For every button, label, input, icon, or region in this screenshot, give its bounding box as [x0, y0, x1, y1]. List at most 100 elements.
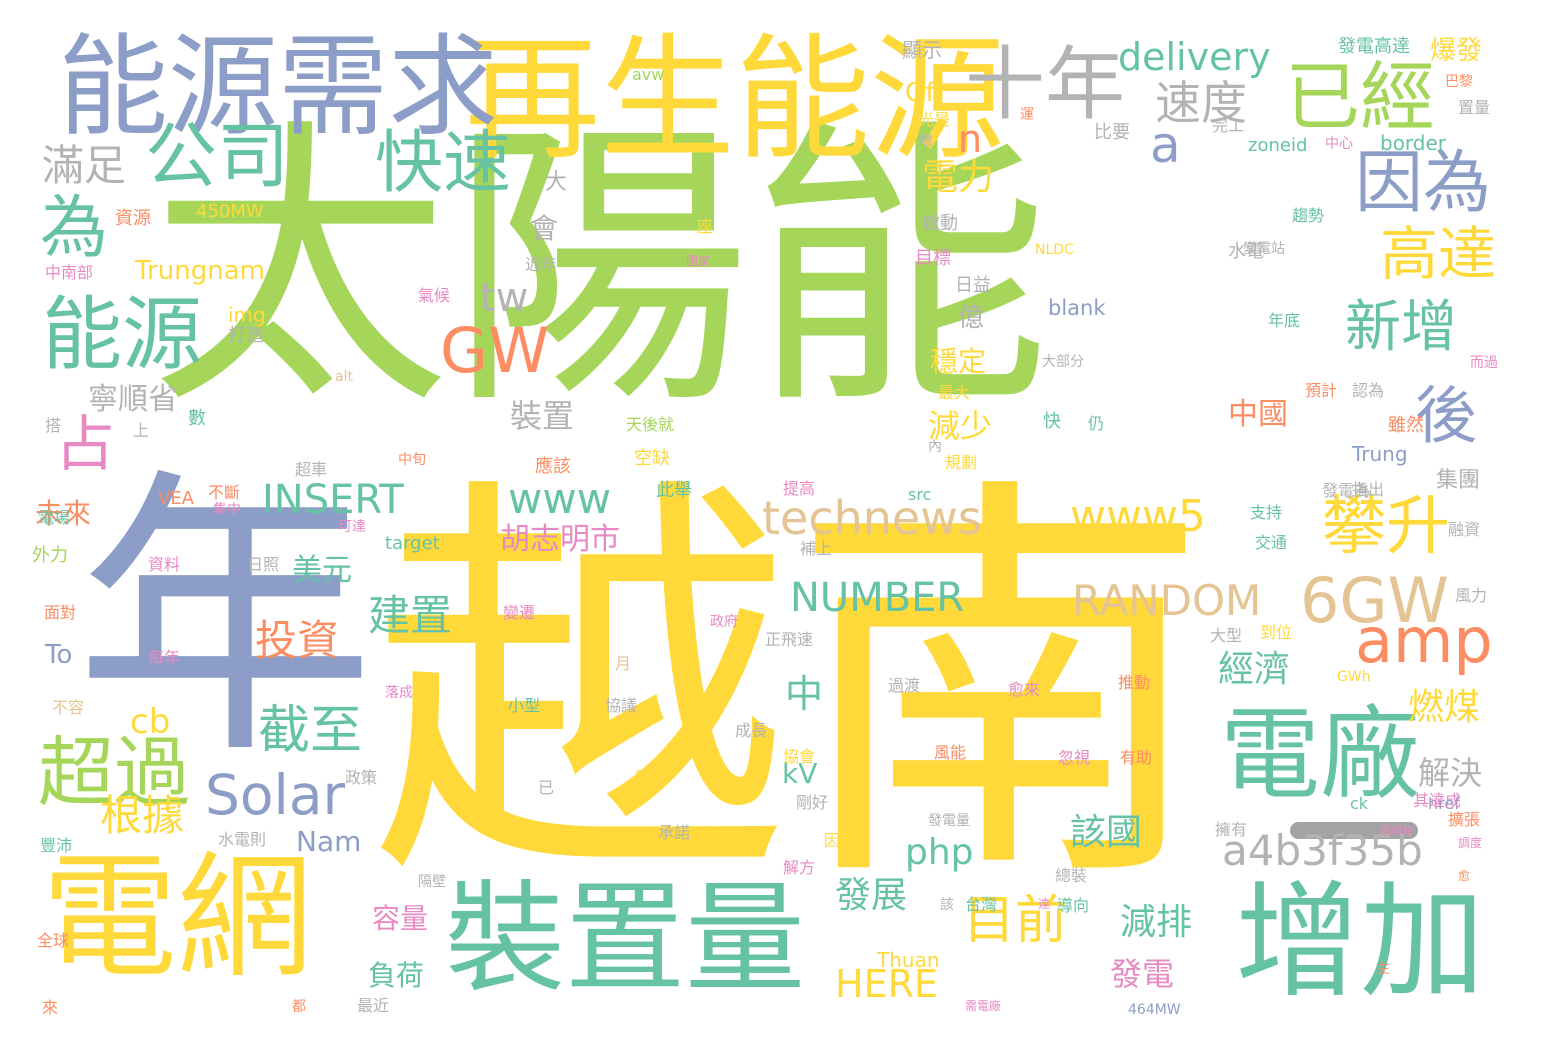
cloud-word: 政策 [345, 768, 378, 787]
cloud-word: Trungnam [135, 256, 265, 286]
cloud-word: 不斷 [208, 483, 241, 502]
cloud-word: kV [782, 757, 818, 790]
cloud-word: Of [905, 78, 935, 108]
cloud-word: 認為 [1352, 381, 1385, 400]
cloud-word: 因為 [1355, 144, 1492, 223]
cloud-word: 太陽能 [150, 95, 1050, 444]
cloud-word: 可達 [338, 519, 366, 535]
cloud-word: 其達成 [1413, 791, 1462, 810]
cloud-word: 搭 [45, 416, 62, 435]
cloud-word: 速度 [1155, 76, 1247, 130]
cloud-word: 容量 [372, 902, 429, 935]
cloud-word: 解決 [1418, 754, 1483, 792]
cloud-word: Thuan [877, 948, 940, 972]
cloud-word: 台灣 [965, 895, 998, 914]
cloud-word: blank [1048, 296, 1106, 320]
cloud-word: 主 [1376, 961, 1390, 977]
cloud-word: NLDC [1035, 242, 1074, 258]
cloud-word: 爆發 [1430, 36, 1483, 66]
cloud-word: cb [130, 702, 171, 742]
cloud-word: 正飛速 [765, 630, 814, 649]
cloud-word: 燃煤 [1408, 687, 1481, 728]
cloud-word: 中 [785, 672, 824, 716]
cloud-word: 資源 [115, 208, 151, 229]
cloud-word: 外力 [32, 545, 68, 566]
cloud-word: 愈來 [1008, 680, 1041, 699]
cloud-word: 每年 [148, 648, 181, 667]
cloud-word: 快速 [375, 124, 512, 203]
cloud-word: 負荷 [368, 959, 425, 992]
cloud-word: 指出 [1352, 480, 1385, 499]
cloud-word: 6GW [1300, 564, 1449, 637]
cloud-word: 會 [530, 212, 559, 245]
cloud-word: 年 [75, 445, 375, 794]
cloud-word: a [1150, 116, 1181, 174]
cloud-word: 大部分 [1042, 354, 1084, 370]
cloud-word: 已經 [1285, 53, 1436, 141]
cloud-word: 到位 [1260, 623, 1293, 642]
cloud-word: 補上 [800, 539, 833, 558]
cloud-word: 為 [40, 189, 109, 268]
cloud-word: 氣候 [418, 286, 451, 305]
cloud-word: 來 [42, 998, 59, 1017]
cloud-word: 最近 [357, 996, 390, 1015]
cloud-word: 集團 [1436, 468, 1481, 493]
cloud-word: href [1428, 794, 1460, 813]
cloud-word: GWh [1337, 669, 1371, 685]
cloud-word: 預計 [1305, 381, 1338, 400]
cloud-word: n [958, 117, 983, 161]
cloud-word: 截至 [258, 701, 363, 761]
cloud-word: 大型 [1210, 626, 1243, 645]
cloud-word: 大 [545, 170, 568, 195]
cloud-word: 趨勢 [1292, 206, 1325, 225]
cloud-word: 目前 [963, 891, 1068, 951]
cloud-word: 電廠 [1220, 696, 1420, 813]
cloud-word: 總裝 [1055, 866, 1088, 885]
cloud-word: 有助 [1120, 748, 1153, 767]
cloud-word: 光是 [918, 110, 951, 129]
cloud-word: 快 [1043, 411, 1061, 432]
cloud-word: php [905, 832, 974, 873]
cloud-word: 面對 [44, 603, 77, 622]
cloud-word: 座 [694, 218, 713, 234]
cloud-word: 融資 [1448, 520, 1481, 539]
cloud-word: zoneid [1248, 135, 1308, 156]
cloud-word: 水電 [1228, 241, 1264, 262]
cloud-word: technews [762, 491, 982, 545]
cloud-word: amp [1355, 604, 1493, 677]
cloud-word: 十年 [965, 38, 1125, 131]
cloud-word: 承諾 [658, 823, 691, 842]
cloud-word: 擴張 [1448, 810, 1481, 829]
cloud-word: ck [1350, 794, 1369, 813]
cloud-word: 攀升 [1322, 490, 1450, 564]
cloud-word: 裝置量 [445, 870, 805, 1009]
cloud-word: 電網並 [1380, 824, 1413, 837]
cloud-word: 該 [940, 897, 954, 913]
cloud-word: 提高 [783, 479, 816, 498]
cloud-word: 政府 [710, 614, 738, 630]
cloud-word: 寧順省 [88, 382, 178, 417]
cloud-word: 建置 [368, 591, 453, 640]
cloud-word: HERE [835, 962, 938, 1006]
cloud-word: 小型 [508, 696, 541, 715]
cloud-word: 水電則 [218, 830, 267, 849]
cloud-word: 規劃 [945, 453, 978, 472]
cloud-word: 中南部 [45, 263, 94, 282]
cloud-word: 發展 [835, 875, 908, 916]
cloud-word: 再生能源 [465, 21, 1005, 178]
cloud-word: 完工 [1212, 116, 1245, 135]
cloud-word: 美元 [292, 553, 352, 588]
cloud-word: To [45, 640, 73, 670]
cloud-word: 年底 [1268, 311, 1301, 330]
cloud-word: target [385, 533, 440, 554]
cloud-word: alt [335, 369, 353, 385]
cloud-word: 而過 [1470, 355, 1498, 371]
cloud-word: src [908, 485, 932, 504]
cloud-word: 超過 [38, 728, 190, 817]
cloud-word: 比要 [1094, 122, 1130, 143]
cloud-word: 電場 [38, 508, 71, 527]
cloud-word: 投資 [255, 616, 340, 665]
cloud-word: 風力 [1455, 586, 1488, 605]
cloud-word: 國家 [686, 254, 711, 268]
cloud-word: 日照 [247, 555, 280, 574]
